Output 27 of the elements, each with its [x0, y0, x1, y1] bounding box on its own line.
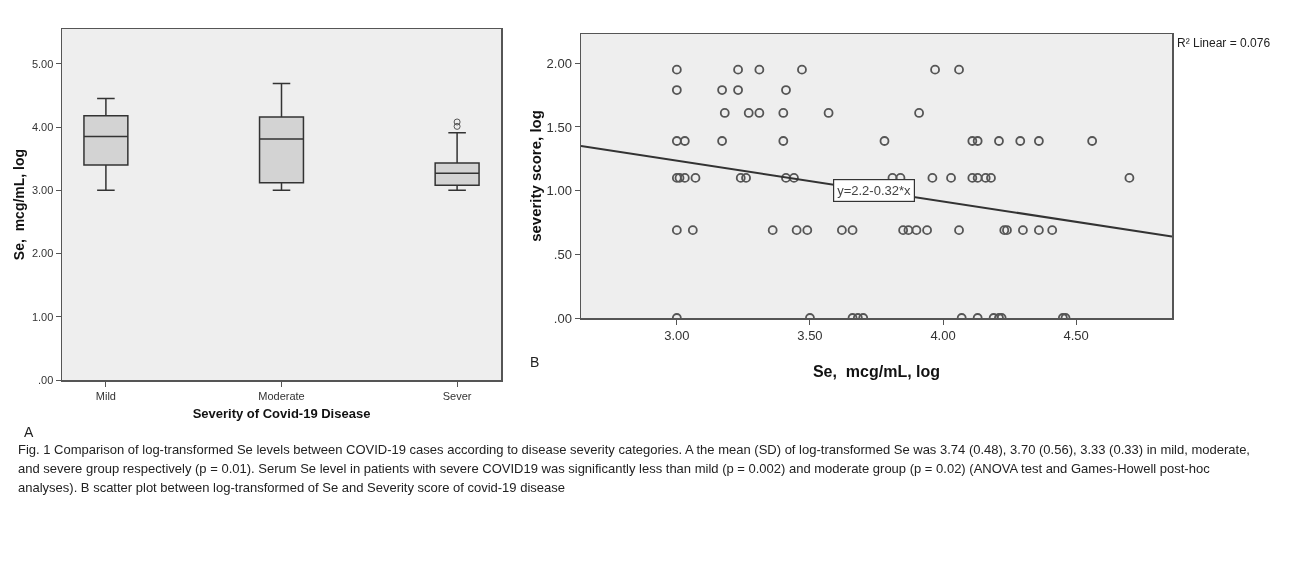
y-tick-label: 1.00 [31, 310, 54, 323]
annotation: y=2.2-0.32*x [837, 183, 912, 199]
y-axis-title: severity score, log [526, 110, 544, 242]
y-tick-label: .50 [553, 246, 572, 262]
y-tick-label: 1.00 [546, 183, 572, 199]
text: A [24, 424, 34, 440]
x-axis-title: Severity of Covid-19 Disease [192, 406, 371, 422]
x-tick-label: Mild [95, 389, 116, 402]
x-tick-label: Sever [442, 389, 472, 402]
x-tick-label: 3.50 [797, 328, 823, 344]
text: B [530, 354, 540, 370]
y-tick-label: 3.00 [31, 184, 54, 197]
y-tick-label: 1.50 [546, 119, 572, 135]
y-tick-label: 2.00 [31, 247, 54, 260]
y-tick-label: 5.00 [31, 57, 54, 70]
x-tick-label: 4.50 [1063, 328, 1089, 344]
x-tick-label: Moderate [258, 389, 305, 402]
y-axis-title: Se, mcg/mL, log [10, 148, 27, 261]
x-tick-label: 4.00 [930, 328, 956, 344]
x-axis-title: Se, mcg/mL, log [812, 362, 941, 380]
y-tick-label: .00 [553, 310, 572, 326]
y-tick-label: 2.00 [546, 55, 572, 71]
caption: Fig. 1 Comparison of log-transformed Se levels between COVID-19 cases according to disease severity categories. A the mean (SD) of log-transformed Se was 3.74 (0.48), 3.70 (0.56), 3.33 (0.33) in mild, moderate, and severe group respectively (p = 0.01). Serum Se level in patients with severe COVID19 was significantly less than mild (p = 0.002) and moderate group (p = 0.02) (ANOVA test and Games-Howell post-hoc analyses). B scatter plot between log-transformed of Se and Severity score of covid-19 disease [18, 441, 1251, 497]
y-tick-label: .00 [38, 373, 54, 386]
y-tick-label: 4.00 [31, 120, 54, 133]
x-tick-label: 3.00 [664, 328, 690, 344]
text: R² Linear = 0.076 [1177, 36, 1271, 50]
